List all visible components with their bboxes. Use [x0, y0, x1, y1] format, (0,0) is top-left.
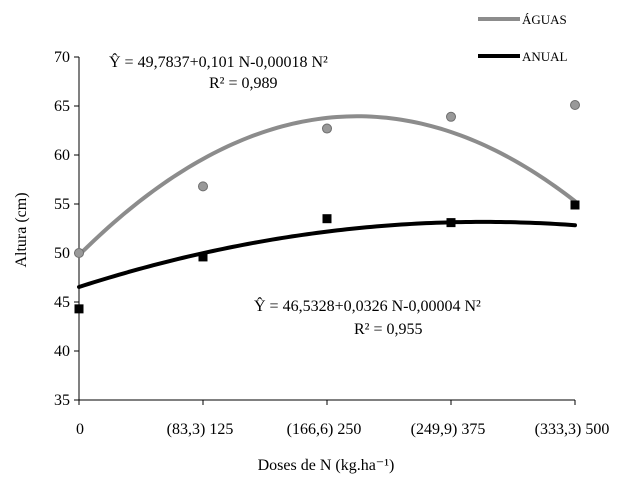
anual-r2: R² = 0,955: [354, 321, 423, 338]
y-tick-label: 40: [54, 343, 70, 360]
anual-equation: Ŷ = 46,5328+0,0326 N-0,00004 N²: [254, 296, 481, 315]
y-tick-label: 50: [54, 245, 70, 262]
data-points: [74, 100, 580, 314]
point-anual: [74, 304, 84, 314]
y-tick-label: 65: [54, 98, 70, 115]
y-tick-label: 45: [54, 294, 70, 311]
x-ticks: 0 (83,3) 125 (166,6) 250 (249,9) 375 (333,3)…: [76, 400, 609, 438]
x-tick-label: (83,3) 125: [167, 421, 234, 438]
point-anual: [198, 252, 208, 262]
x-tick-label: (333,3) 500: [535, 421, 610, 438]
x-axis-title: Doses de N (kg.ha⁻¹): [258, 457, 395, 474]
legend-anual-label: ANUAL: [522, 49, 568, 64]
legend: ÁGUAS ANUAL: [478, 12, 568, 64]
point-aguas: [322, 123, 332, 134]
y-tick-label: 60: [54, 147, 70, 164]
aguas-r2: R² = 0,989: [209, 75, 278, 92]
point-aguas: [198, 181, 208, 192]
x-tick-label: 0: [76, 421, 84, 438]
y-tick-label: 55: [54, 196, 70, 213]
fit-curves: [77, 114, 577, 289]
aguas-equation: Ŷ = 49,7837+0,101 N-0,00018 N²: [109, 52, 328, 71]
x-tick-label: (249,9) 375: [411, 421, 486, 438]
y-ticks: 35 40 45 50 55 60 65 70: [54, 49, 79, 409]
fit-curve-guas: [77, 114, 577, 258]
point-aguas: [446, 111, 456, 122]
fit-curve-anual: [77, 219, 577, 289]
point-anual: [322, 214, 332, 224]
y-tick-label: 35: [54, 392, 70, 409]
x-tick-label: (166,6) 250: [287, 421, 362, 438]
legend-aguas-label: ÁGUAS: [522, 12, 567, 27]
y-axis-title: Altura (cm): [13, 192, 30, 267]
point-anual: [570, 200, 580, 210]
y-tick-label: 70: [54, 49, 70, 66]
point-aguas: [74, 248, 84, 258]
point-anual: [446, 218, 456, 228]
point-aguas: [570, 100, 580, 111]
